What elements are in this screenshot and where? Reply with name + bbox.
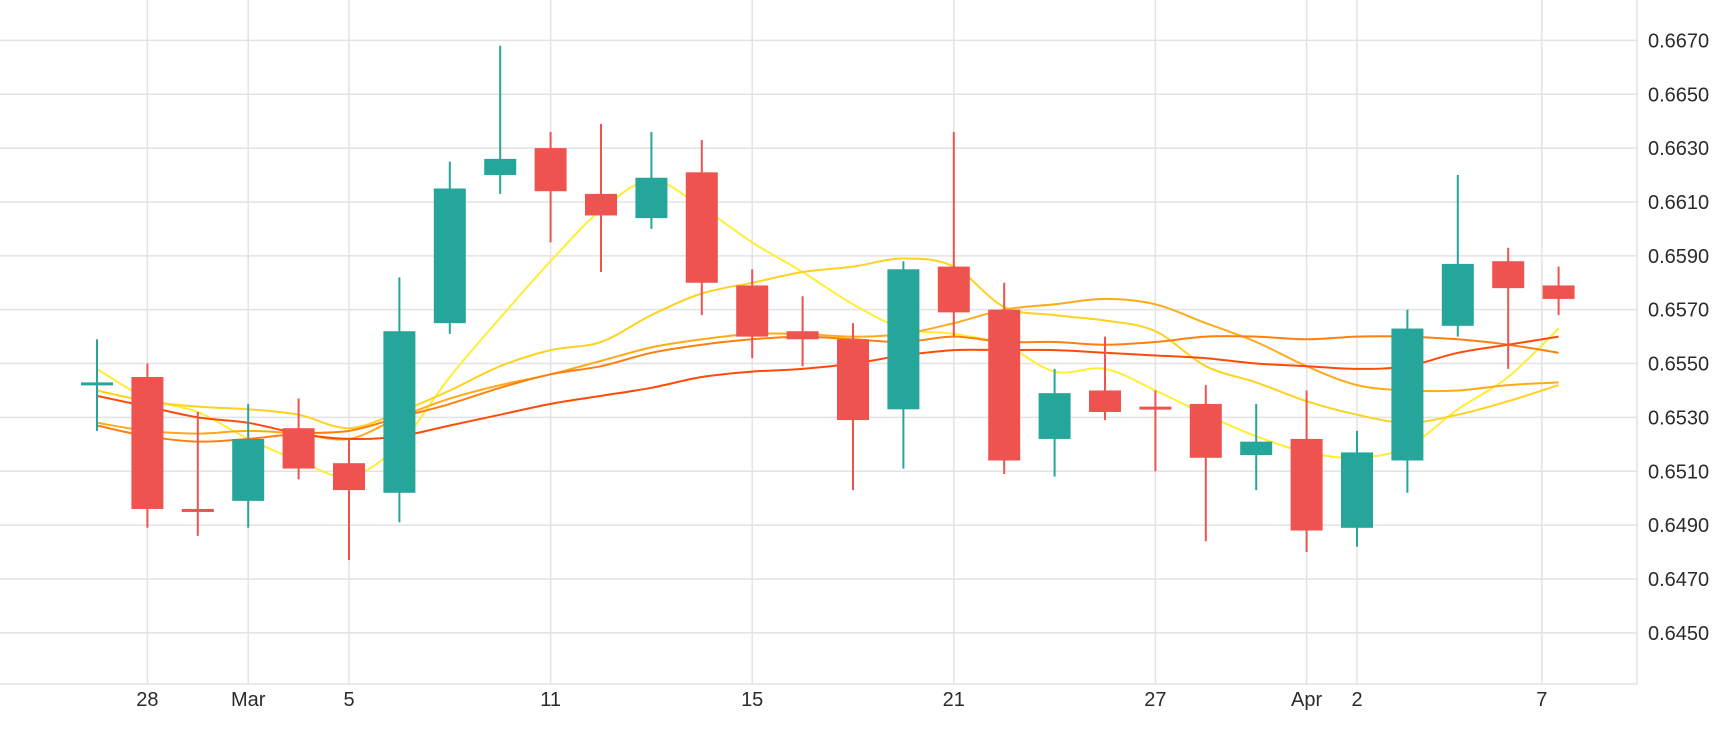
candle-body	[1492, 261, 1525, 289]
y-tick-label: 0.6570	[1648, 300, 1709, 322]
x-axis: 28 Mar 5 11 15 21 27 Apr 2 7	[136, 689, 1547, 711]
candle-body	[1089, 390, 1121, 413]
candle	[333, 438, 365, 561]
candle-body	[937, 266, 970, 313]
candles	[81, 45, 1575, 561]
candle	[181, 412, 214, 536]
candle-body	[181, 508, 214, 512]
candle-body	[988, 309, 1021, 461]
candle-body	[736, 285, 769, 337]
y-tick-label: 0.6510	[1648, 461, 1709, 483]
candle	[887, 261, 920, 469]
candle-body	[1341, 452, 1373, 528]
candle	[81, 339, 113, 431]
x-tick-label: 2	[1351, 689, 1362, 711]
candle	[1290, 390, 1323, 553]
moving-average-line	[96, 335, 1559, 443]
candle	[937, 131, 970, 337]
candle-body	[1441, 263, 1474, 326]
x-tick-label: 11	[540, 689, 561, 711]
candle-body	[685, 172, 718, 283]
candle	[1139, 390, 1172, 472]
candle-body	[1542, 285, 1575, 299]
candle	[534, 131, 567, 243]
x-tick-label: Apr	[1291, 689, 1322, 711]
candle-body	[1038, 393, 1071, 439]
moving-average-line	[96, 335, 1559, 441]
candle	[282, 398, 315, 480]
candle-body	[1240, 441, 1273, 456]
y-tick-label: 0.6550	[1648, 354, 1709, 376]
candle-body	[1391, 328, 1424, 461]
y-tick-label: 0.6670	[1648, 30, 1709, 52]
candle-body	[282, 428, 315, 469]
candle	[685, 140, 718, 316]
candle	[1492, 247, 1525, 369]
candle	[786, 296, 819, 367]
y-axis: 0.6670 0.6650 0.6630 0.6610 0.6590 0.6570 0.65…	[1648, 30, 1709, 644]
x-tick-label: Mar	[231, 689, 266, 711]
candle	[383, 277, 416, 523]
y-tick-label: 0.6590	[1648, 246, 1709, 268]
candle-body	[534, 148, 567, 192]
candle-body	[1189, 403, 1222, 458]
candle-body	[887, 269, 920, 410]
candle-body	[585, 193, 617, 216]
candle	[1341, 430, 1373, 547]
candle-body	[383, 331, 416, 493]
candle	[837, 323, 869, 491]
y-tick-label: 0.6650	[1648, 84, 1709, 106]
candle	[736, 269, 769, 359]
x-tick-label: 28	[136, 689, 158, 711]
candle-body	[786, 331, 819, 340]
moving-average-line	[96, 257, 1559, 430]
y-tick-label: 0.6470	[1648, 569, 1709, 591]
candle-body	[81, 382, 113, 386]
candle-body	[131, 377, 164, 509]
candle-body	[333, 463, 365, 491]
y-tick-label: 0.6490	[1648, 515, 1709, 537]
candle	[131, 363, 164, 528]
candle	[232, 403, 265, 528]
candle	[585, 123, 617, 272]
candle	[1240, 403, 1273, 491]
candle	[988, 282, 1021, 474]
y-tick-label: 0.6630	[1648, 138, 1709, 160]
candle	[1038, 368, 1071, 477]
x-tick-label: 15	[741, 689, 763, 711]
y-tick-label: 0.6610	[1648, 192, 1709, 214]
candle-body	[232, 438, 265, 501]
candle-body	[635, 177, 668, 219]
candle	[1089, 336, 1121, 421]
candle	[433, 161, 466, 334]
moving-average-lines	[96, 179, 1560, 478]
candle	[1189, 385, 1222, 542]
x-tick-label: 5	[343, 689, 354, 711]
candle-body	[1290, 438, 1323, 531]
candle-body	[1139, 406, 1172, 410]
x-tick-label: 7	[1536, 689, 1547, 711]
x-tick-label: 21	[943, 689, 965, 711]
candle	[1542, 266, 1575, 316]
y-tick-label: 0.6530	[1648, 407, 1709, 429]
candle	[484, 45, 517, 194]
candle-body	[433, 188, 466, 324]
candle	[1441, 175, 1474, 337]
y-tick-label: 0.6450	[1648, 623, 1709, 645]
candle	[1391, 309, 1424, 493]
candle-body	[484, 158, 517, 176]
grid	[0, 0, 1638, 685]
candle	[635, 131, 668, 229]
x-tick-label: 27	[1144, 689, 1166, 711]
candle-body	[837, 339, 869, 421]
